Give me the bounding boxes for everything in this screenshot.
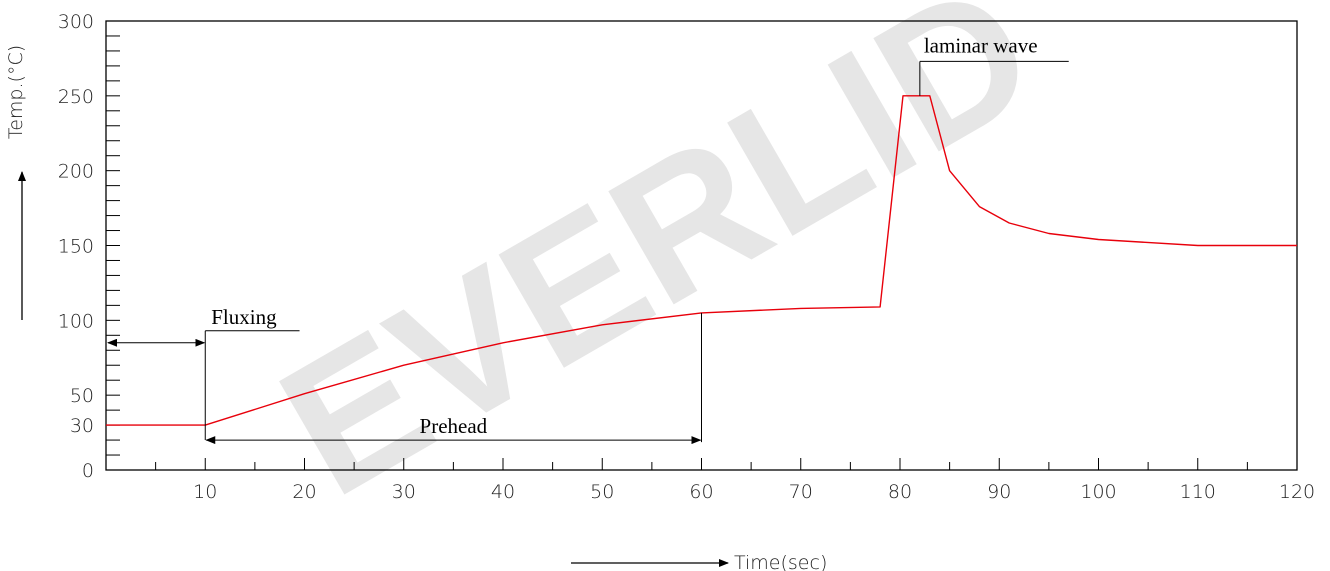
x-tick-label: 80 xyxy=(888,481,912,503)
y-axis-title: Temp.(°C) xyxy=(5,45,27,139)
series-group xyxy=(106,95,1297,426)
x-tick-label: 110 xyxy=(1180,481,1216,503)
tick-labels: 10 20 30 40 50 60 70 80 90 100 110 120 0 30 50 100 150 20… xyxy=(58,11,1315,503)
x-tick-label: 40 xyxy=(491,481,515,503)
x-tick-label: 70 xyxy=(789,481,813,503)
watermark-logo: EVERLID xyxy=(248,0,1067,536)
y-tick-label: 300 xyxy=(58,11,94,33)
x-tick-label: 10 xyxy=(193,481,217,503)
x-tick-label: 90 xyxy=(987,481,1011,503)
y-tick-label: 250 xyxy=(58,86,94,108)
prehead-label: Prehead xyxy=(420,414,488,438)
x-tick-label: 60 xyxy=(689,481,713,503)
y-tick-label: 50 xyxy=(70,385,94,407)
y-tick-label: 150 xyxy=(58,236,94,258)
x-tick-label: 30 xyxy=(392,481,416,503)
y-tick-label: 200 xyxy=(58,161,94,183)
x-tick-label: 20 xyxy=(292,481,316,503)
y-tick-label: 100 xyxy=(58,310,94,332)
temperature-profile-line xyxy=(106,95,1297,426)
y-tick-label: 0 xyxy=(82,460,94,482)
x-axis-title: Time(sec) xyxy=(734,552,827,571)
x-tick-label: 120 xyxy=(1279,481,1315,503)
annotations: Fluxing Prehead laminar wave xyxy=(107,33,1069,445)
x-tick-label: 50 xyxy=(590,481,614,503)
y-tick-label: 30 xyxy=(70,415,94,437)
x-tick-label: 100 xyxy=(1080,481,1116,503)
fluxing-label: Fluxing xyxy=(211,305,277,329)
ticks xyxy=(106,35,1248,470)
laminar-wave-label: laminar wave xyxy=(924,33,1038,57)
